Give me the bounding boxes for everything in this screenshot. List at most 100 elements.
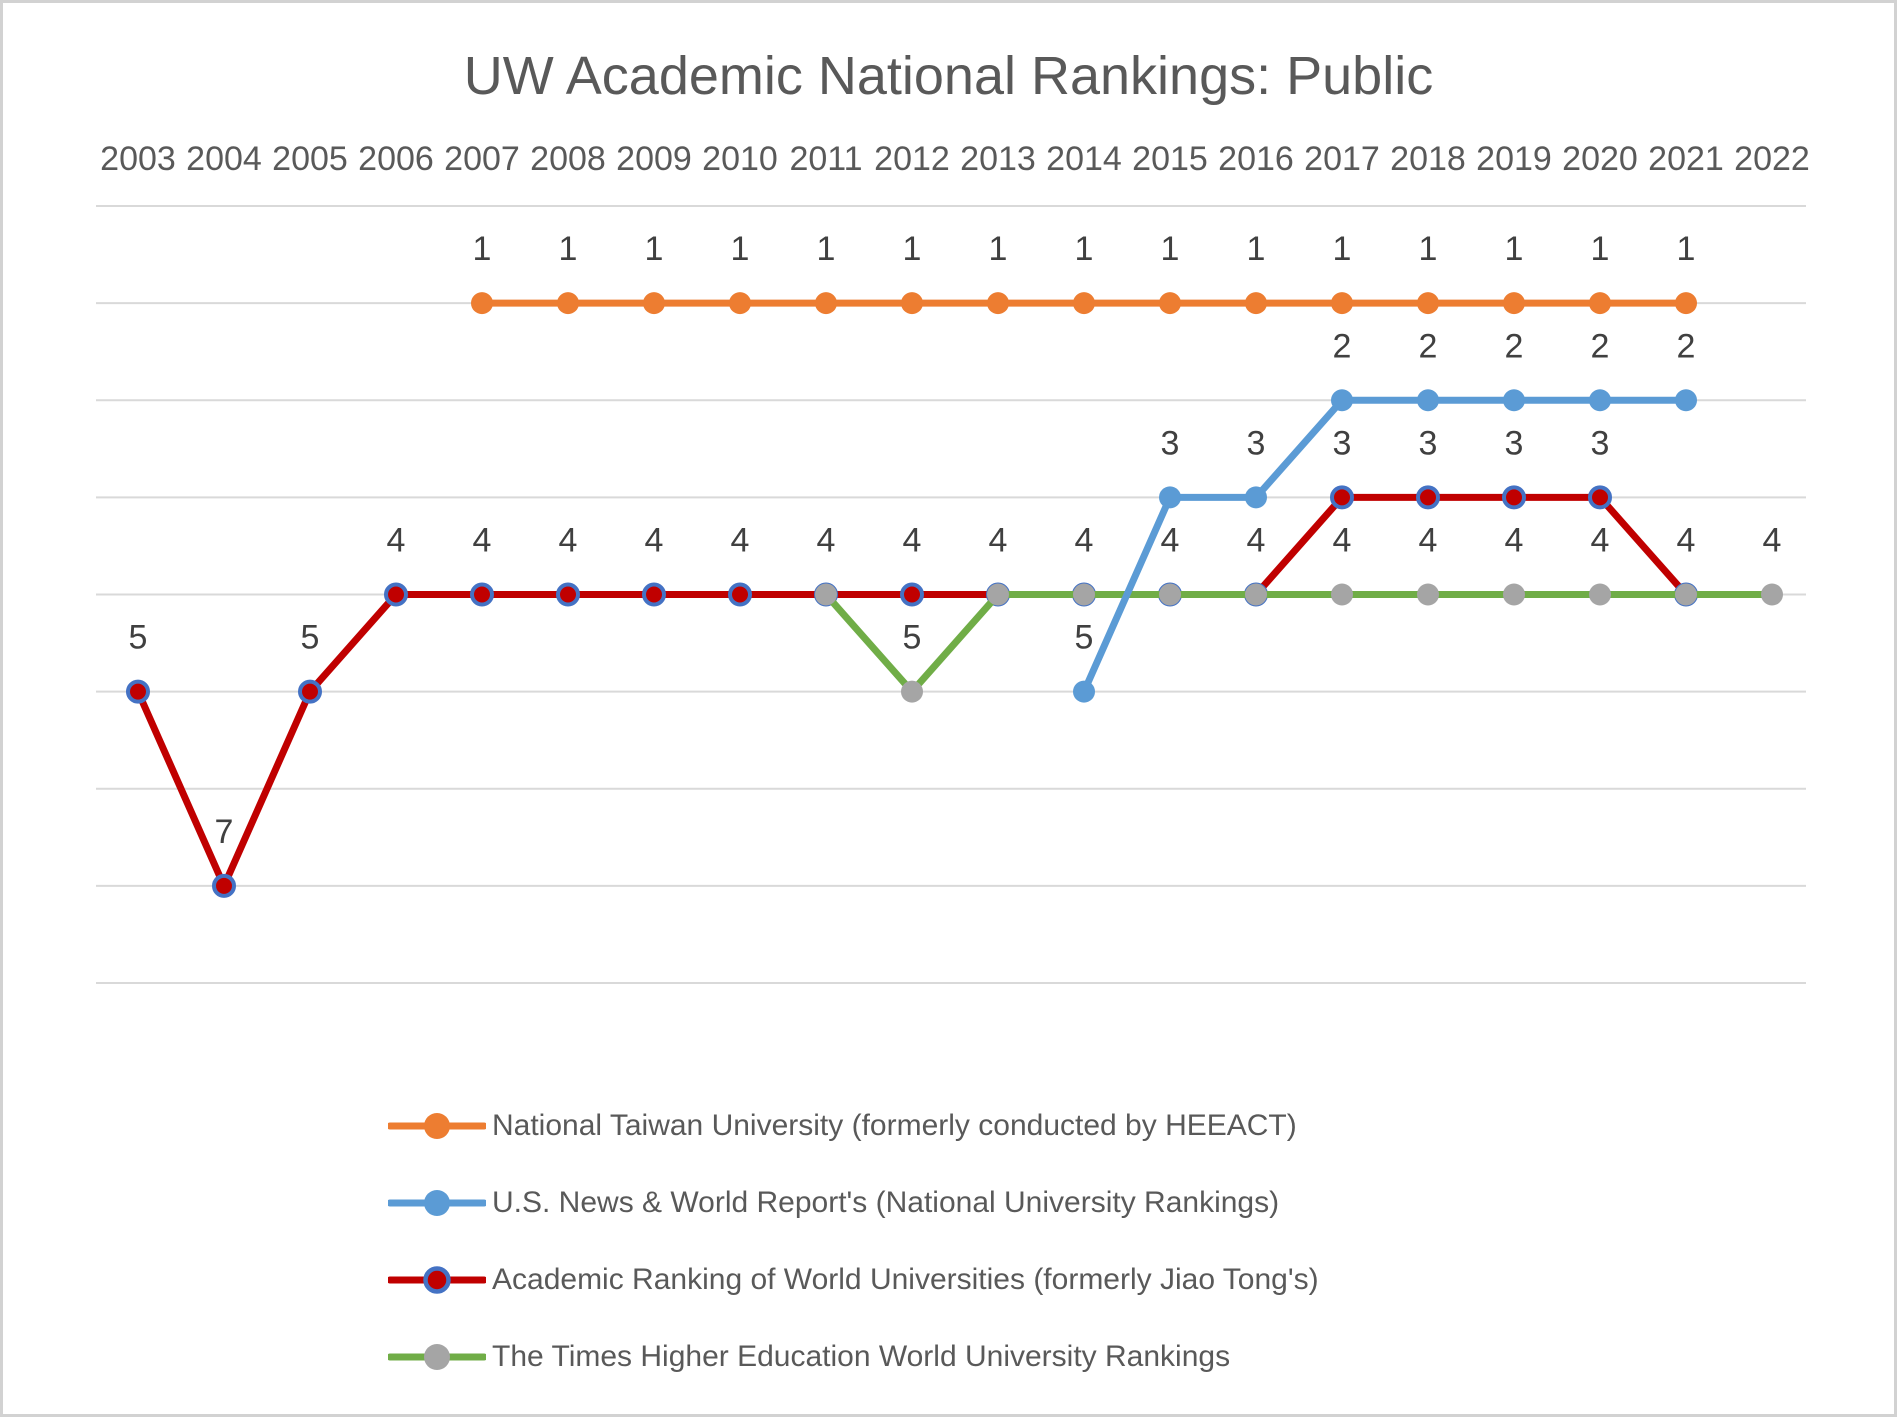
- year-label-2009: 2009: [616, 140, 692, 178]
- data-label-usnews-2020: 2: [1591, 327, 1610, 365]
- marker-the-2018: [1417, 583, 1439, 606]
- series-ntu: [471, 292, 1697, 315]
- year-label-2017: 2017: [1304, 140, 1380, 178]
- data-label-the-2012: 5: [903, 619, 922, 657]
- year-label-2010: 2010: [702, 140, 778, 178]
- data-label-usnews-2021: 2: [1677, 327, 1696, 365]
- year-label-2013: 2013: [960, 140, 1036, 178]
- data-label-ntu-2014: 1: [1075, 230, 1094, 268]
- year-label-2011: 2011: [789, 140, 862, 178]
- year-label-2004: 2004: [186, 140, 262, 178]
- data-label-the-2018: 4: [1419, 522, 1438, 560]
- marker-the-2019: [1503, 583, 1525, 606]
- series-line-usnews: [1080, 396, 1690, 696]
- data-label-usnews-2019: 2: [1505, 327, 1524, 365]
- data-label-ntu-2021: 1: [1677, 230, 1696, 268]
- marker-ntu-2007: [471, 292, 493, 315]
- year-label-2022: 2022: [1734, 140, 1810, 178]
- legend-label-arwu: Academic Ranking of World Universities (…: [492, 1262, 1319, 1296]
- marker-arwu-2012: [900, 582, 924, 607]
- marker-ntu-2008: [557, 292, 579, 315]
- marker-the-2014: [1073, 583, 1095, 606]
- data-label-arwu-2008: 4: [559, 522, 578, 560]
- year-label-2021: 2021: [1648, 140, 1724, 178]
- data-label-ntu-2007: 1: [473, 230, 492, 268]
- year-label-2008: 2008: [530, 140, 606, 178]
- data-label-ntu-2020: 1: [1591, 230, 1610, 268]
- x-axis-labels: 2003 2004 2005 2006 2007 2008 2009 2010 2011 2012…: [100, 140, 1810, 178]
- marker-arwu-2018: [1416, 485, 1440, 510]
- legend-item-ntu[interactable]: National Taiwan University (formerly con…: [388, 1087, 1319, 1164]
- year-label-2005: 2005: [272, 140, 348, 178]
- data-label-arwu-2017: 3: [1333, 424, 1352, 462]
- marker-ntu-2009: [643, 292, 665, 315]
- year-label-2018: 2018: [1390, 140, 1466, 178]
- legend-line-icon-the: [388, 1343, 486, 1370]
- series-the: [815, 583, 1783, 703]
- marker-the-2021: [1675, 583, 1697, 606]
- marker-the-2016: [1245, 583, 1267, 606]
- data-label-ntu-2013: 1: [989, 230, 1008, 268]
- marker-arwu-2003: [126, 679, 150, 704]
- marker-ntu-2017: [1331, 292, 1353, 315]
- marker-ntu-2018: [1417, 292, 1439, 315]
- data-labels: 1 1 1 1 1 1 1 1 1 1 1 1 1 1 1 5 3 3 2 2 2 2 2 5 7 5 4 4 4 4 4 4 4 4 4 4 4 3 3 3…: [129, 230, 1782, 851]
- data-label-arwu-2007: 4: [473, 522, 492, 560]
- data-label-ntu-2018: 1: [1419, 230, 1438, 268]
- legend-label-usnews: U.S. News & World Report's (National Uni…: [492, 1185, 1280, 1219]
- marker-arwu-2019: [1502, 485, 1526, 510]
- data-label-ntu-2016: 1: [1247, 230, 1266, 268]
- data-label-arwu-2010: 4: [731, 522, 750, 560]
- data-label-usnews-2018: 2: [1419, 327, 1438, 365]
- marker-arwu-2007: [470, 582, 494, 607]
- data-label-arwu-2019: 3: [1505, 424, 1524, 462]
- marker-ntu-2010: [729, 292, 751, 315]
- data-label-arwu-2013: 4: [989, 522, 1008, 560]
- legend-item-arwu[interactable]: Academic Ranking of World Universities (…: [388, 1241, 1319, 1318]
- legend-item-the[interactable]: The Times Higher Education World Univers…: [388, 1318, 1319, 1395]
- marker-arwu-2005: [298, 679, 322, 704]
- year-label-2015: 2015: [1132, 140, 1208, 178]
- data-label-arwu-2009: 4: [645, 522, 664, 560]
- marker-arwu-2004: [212, 873, 236, 898]
- marker-ntu-2015: [1159, 292, 1181, 315]
- marker-usnews-2014: [1073, 680, 1095, 703]
- data-label-arwu-2005: 5: [301, 619, 320, 657]
- year-label-2003: 2003: [100, 140, 176, 178]
- data-label-the-2017: 4: [1333, 522, 1352, 560]
- year-label-2020: 2020: [1562, 140, 1638, 178]
- series-usnews: [1073, 389, 1697, 703]
- legend-item-usnews[interactable]: U.S. News & World Report's (National Uni…: [388, 1164, 1319, 1241]
- year-label-2019: 2019: [1476, 140, 1552, 178]
- data-label-arwu-2020: 3: [1591, 424, 1610, 462]
- data-label-ntu-2012: 1: [903, 230, 922, 268]
- data-label-arwu-2021: 4: [1677, 522, 1696, 560]
- data-label-arwu-2014: 4: [1075, 522, 1094, 560]
- marker-arwu-2017: [1330, 485, 1354, 510]
- marker-usnews-2017: [1331, 389, 1353, 412]
- marker-the-2020: [1589, 583, 1611, 606]
- chart-legend: National Taiwan University (formerly con…: [388, 1087, 1319, 1395]
- year-label-2016: 2016: [1218, 140, 1294, 178]
- marker-the-2017: [1331, 583, 1353, 606]
- marker-the-2012: [901, 680, 923, 703]
- marker-the-2015: [1159, 583, 1181, 606]
- data-label-arwu-2004: 7: [215, 813, 234, 851]
- data-label-ntu-2008: 1: [559, 230, 578, 268]
- marker-ntu-2016: [1245, 292, 1267, 315]
- marker-arwu-2010: [728, 582, 752, 607]
- data-label-the-2022: 4: [1763, 522, 1782, 560]
- year-label-2006: 2006: [358, 140, 434, 178]
- legend-line-icon-usnews: [388, 1189, 486, 1216]
- chart-plot-area: 2003 2004 2005 2006 2007 2008 2009 2010 2011 2012…: [96, 140, 1810, 984]
- data-label-arwu-2003: 5: [129, 619, 148, 657]
- marker-ntu-2011: [815, 292, 837, 315]
- marker-arwu-2006: [384, 582, 408, 607]
- marker-arwu-2008: [556, 582, 580, 607]
- data-label-usnews-2014: 5: [1075, 619, 1094, 657]
- year-label-2014: 2014: [1046, 140, 1122, 178]
- marker-usnews-2019: [1503, 389, 1525, 412]
- marker-the-2013: [987, 583, 1009, 606]
- marker-ntu-2013: [987, 292, 1009, 315]
